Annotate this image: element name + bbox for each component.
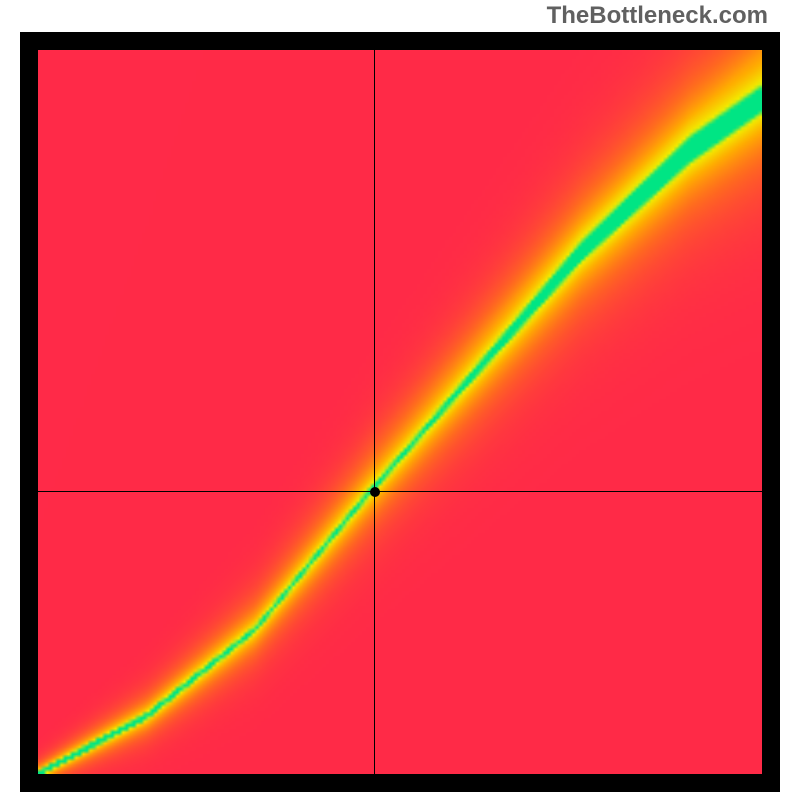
heatmap-canvas [38, 50, 762, 774]
crosshair-vertical [374, 50, 375, 774]
plot-area [38, 50, 762, 774]
attribution-text: TheBottleneck.com [547, 2, 768, 30]
crosshair-horizontal [38, 491, 762, 492]
data-point [370, 487, 380, 497]
